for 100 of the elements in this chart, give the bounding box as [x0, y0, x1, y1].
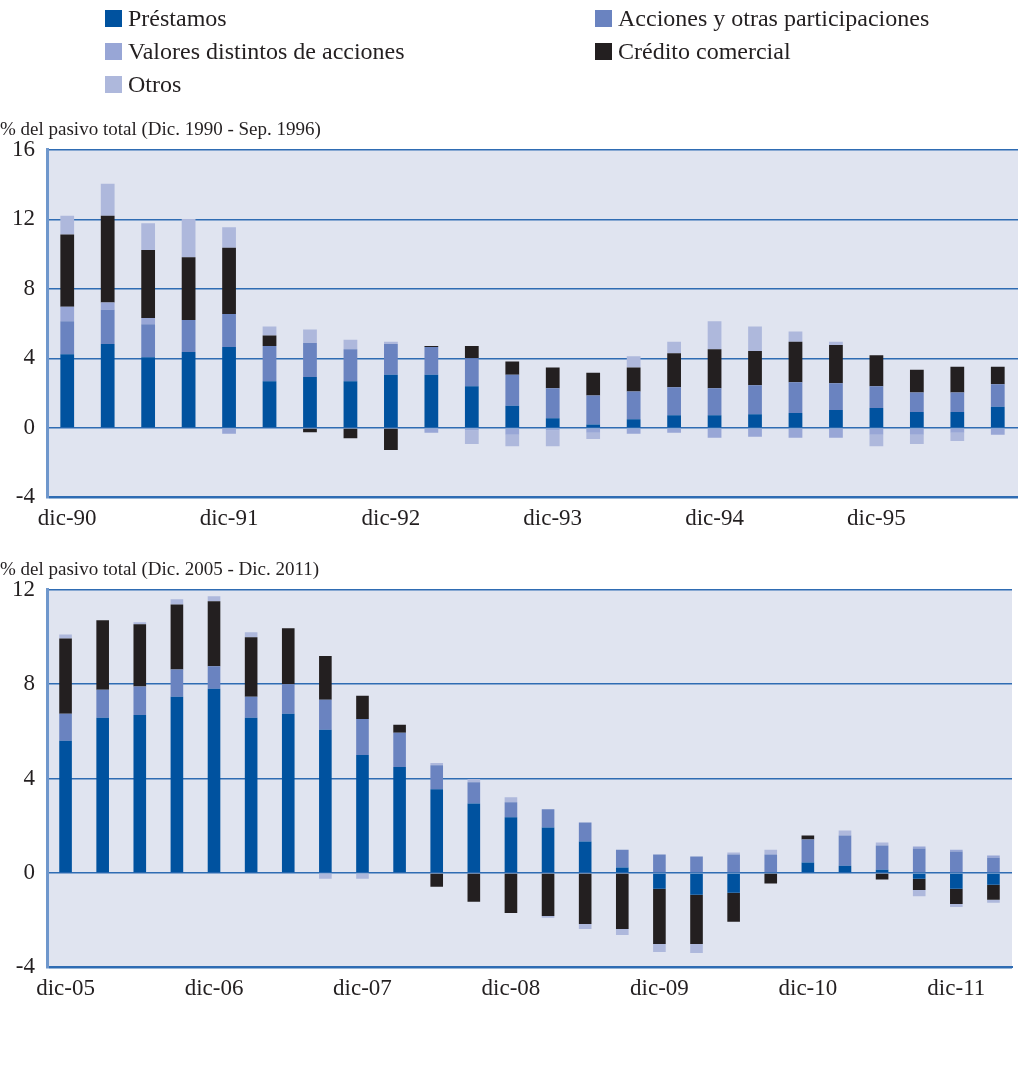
bar [626, 367, 641, 392]
bar [505, 361, 520, 375]
bar [990, 428, 1005, 435]
bar [615, 928, 629, 936]
bar [100, 302, 115, 310]
bar [170, 599, 184, 605]
bar [987, 857, 1000, 873]
bar [690, 944, 703, 953]
bar [990, 384, 1005, 407]
bar [343, 381, 358, 428]
bar [467, 779, 481, 783]
bar [990, 406, 1005, 428]
bar [541, 827, 555, 873]
bar [504, 797, 518, 803]
bar [869, 407, 884, 428]
bar [60, 215, 75, 235]
bar [430, 789, 444, 873]
bar [950, 851, 963, 873]
bar [727, 852, 740, 855]
bar [319, 873, 332, 879]
bar [653, 873, 666, 889]
bar [578, 841, 592, 873]
legend-label: Otros [127, 70, 183, 99]
bar [829, 409, 843, 428]
bar [748, 351, 762, 386]
bar [504, 873, 518, 913]
bar [133, 714, 147, 873]
bar [541, 809, 555, 828]
bar [356, 873, 369, 879]
bar [950, 888, 963, 904]
bar [801, 839, 815, 863]
bar [869, 355, 884, 387]
bar [356, 718, 369, 755]
bar [667, 428, 681, 433]
bar [987, 884, 1000, 900]
y-tick-label: 8 [23, 274, 35, 300]
bar [838, 835, 852, 866]
bar [96, 689, 109, 718]
bar [829, 383, 843, 410]
x-tick-label: dic-94 [685, 505, 745, 531]
bar [586, 428, 601, 433]
x-tick-label: dic-06 [184, 975, 244, 1001]
bar [181, 257, 196, 321]
bar [181, 352, 196, 428]
x-tick-label: dic-95 [847, 505, 906, 531]
bar [615, 849, 629, 868]
bar [430, 765, 444, 790]
bar [59, 638, 72, 714]
bar [222, 314, 236, 348]
bar [667, 387, 681, 416]
bar [467, 782, 481, 804]
bar [545, 418, 560, 428]
bar [950, 432, 965, 441]
legend-label: Préstamos [127, 4, 228, 33]
bar [60, 321, 75, 355]
bar [60, 306, 75, 322]
bar [912, 848, 926, 873]
bar [384, 374, 398, 428]
bar [505, 374, 520, 406]
bar [303, 376, 317, 428]
bar [60, 234, 75, 307]
bar [207, 688, 221, 873]
bar [545, 388, 560, 419]
bar [788, 382, 803, 414]
bar [950, 412, 965, 428]
x-tick-label: dic-08 [481, 975, 541, 1001]
bar [545, 367, 560, 389]
bar [141, 318, 156, 325]
bar [586, 395, 601, 425]
bar [464, 358, 479, 387]
bar [244, 632, 258, 638]
bar [545, 430, 560, 447]
bar [909, 412, 924, 428]
bar [578, 923, 592, 929]
bar [464, 386, 479, 428]
y-tick-label: 4 [23, 764, 36, 790]
bar [829, 344, 843, 384]
bar [626, 391, 641, 420]
bar [393, 732, 406, 768]
bar [281, 713, 295, 873]
bar [141, 357, 156, 428]
bar [788, 428, 803, 438]
bar [829, 428, 843, 438]
bar [505, 428, 520, 435]
bar [764, 854, 778, 873]
bar [424, 347, 439, 375]
bar [707, 349, 722, 389]
bar [875, 842, 889, 846]
bar [505, 405, 520, 428]
bar [727, 854, 740, 873]
bar [343, 339, 358, 350]
bar [207, 601, 221, 667]
bar [464, 430, 479, 445]
bar [586, 424, 601, 428]
bar [393, 724, 406, 733]
bar [133, 624, 147, 687]
legend-label: Crédito comercial [617, 37, 792, 66]
x-tick-label: dic-11 [927, 975, 986, 1001]
bar [59, 634, 72, 639]
bar [869, 434, 884, 447]
